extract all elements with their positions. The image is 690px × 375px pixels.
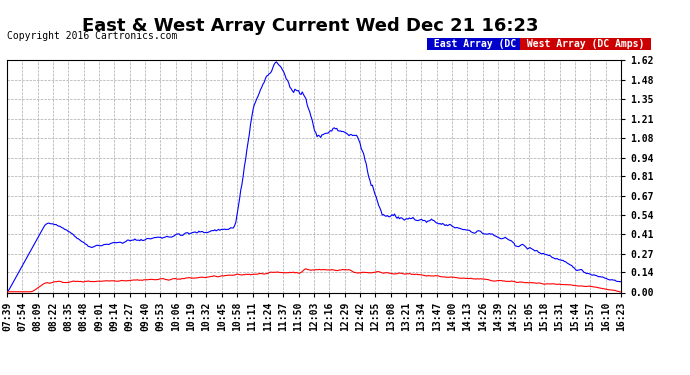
Text: Copyright 2016 Cartronics.com: Copyright 2016 Cartronics.com [7, 32, 177, 41]
Text: West Array (DC Amps): West Array (DC Amps) [521, 39, 650, 50]
Text: East Array (DC Amps): East Array (DC Amps) [428, 39, 557, 50]
Text: East & West Array Current Wed Dec 21 16:23: East & West Array Current Wed Dec 21 16:… [82, 17, 539, 35]
